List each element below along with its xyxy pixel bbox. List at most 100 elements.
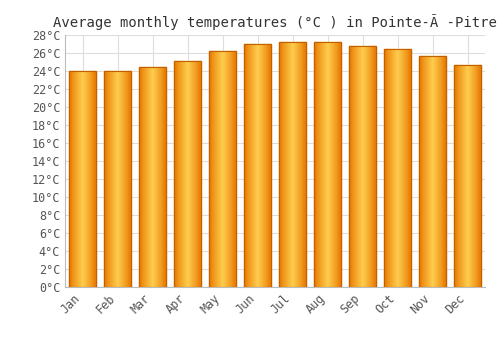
Bar — [253, 44, 254, 287]
Bar — [455, 65, 456, 287]
Bar — [193, 61, 194, 287]
Bar — [174, 61, 175, 287]
Bar — [296, 42, 297, 287]
Bar — [111, 71, 112, 287]
Bar — [230, 51, 232, 287]
Bar — [222, 51, 224, 287]
Bar — [314, 42, 315, 287]
Bar — [120, 71, 121, 287]
Bar — [115, 71, 116, 287]
Bar — [219, 51, 220, 287]
Bar — [419, 56, 420, 287]
Bar — [370, 46, 372, 287]
Bar — [393, 49, 394, 287]
Bar — [218, 51, 219, 287]
Bar — [374, 46, 375, 287]
Bar — [142, 66, 144, 287]
Bar — [392, 49, 393, 287]
Bar — [229, 51, 230, 287]
Bar — [474, 65, 475, 287]
Bar — [76, 71, 77, 287]
Bar — [92, 71, 94, 287]
Bar — [428, 56, 429, 287]
Bar — [340, 42, 341, 287]
Bar — [268, 44, 270, 287]
Bar — [463, 65, 464, 287]
Bar — [175, 61, 176, 287]
Bar — [224, 51, 225, 287]
Bar — [299, 42, 300, 287]
Bar — [198, 61, 200, 287]
Bar — [214, 51, 215, 287]
Bar — [184, 61, 185, 287]
Bar — [358, 46, 359, 287]
Bar — [260, 44, 261, 287]
Bar — [439, 56, 440, 287]
Bar — [334, 42, 335, 287]
Bar — [360, 46, 362, 287]
Bar — [426, 56, 427, 287]
Bar — [263, 44, 264, 287]
Bar — [95, 71, 96, 287]
Bar — [434, 56, 435, 287]
Bar — [330, 42, 331, 287]
Bar — [191, 61, 192, 287]
Bar — [270, 44, 271, 287]
Bar — [331, 42, 332, 287]
Bar — [294, 42, 295, 287]
Bar — [209, 51, 236, 287]
Bar — [396, 49, 398, 287]
Bar — [255, 44, 256, 287]
Bar — [116, 71, 117, 287]
Bar — [195, 61, 196, 287]
Bar — [354, 46, 355, 287]
Bar — [122, 71, 123, 287]
Bar — [128, 71, 130, 287]
Bar — [359, 46, 360, 287]
Bar — [244, 44, 245, 287]
Bar — [364, 46, 365, 287]
Bar — [336, 42, 338, 287]
Bar — [147, 66, 148, 287]
Bar — [425, 56, 426, 287]
Bar — [104, 71, 105, 287]
Bar — [432, 56, 434, 287]
Bar — [385, 49, 386, 287]
Bar — [288, 42, 289, 287]
Bar — [186, 61, 188, 287]
Bar — [290, 42, 292, 287]
Bar — [210, 51, 212, 287]
Bar — [429, 56, 430, 287]
Bar — [465, 65, 466, 287]
Bar — [462, 65, 463, 287]
Bar — [77, 71, 78, 287]
Bar — [427, 56, 428, 287]
Bar — [287, 42, 288, 287]
Bar — [190, 61, 191, 287]
Bar — [400, 49, 401, 287]
Bar — [90, 71, 92, 287]
Bar — [437, 56, 438, 287]
Bar — [349, 46, 376, 287]
Bar — [246, 44, 248, 287]
Bar — [215, 51, 216, 287]
Bar — [384, 49, 411, 287]
Bar — [356, 46, 357, 287]
Bar — [79, 71, 80, 287]
Bar — [251, 44, 252, 287]
Bar — [401, 49, 402, 287]
Bar — [295, 42, 296, 287]
Bar — [232, 51, 234, 287]
Bar — [152, 66, 154, 287]
Bar — [181, 61, 182, 287]
Bar — [352, 46, 354, 287]
Bar — [185, 61, 186, 287]
Bar — [440, 56, 442, 287]
Bar — [140, 66, 141, 287]
Bar — [362, 46, 364, 287]
Bar — [84, 71, 85, 287]
Bar — [266, 44, 268, 287]
Bar — [454, 65, 481, 287]
Bar — [182, 61, 183, 287]
Bar — [94, 71, 95, 287]
